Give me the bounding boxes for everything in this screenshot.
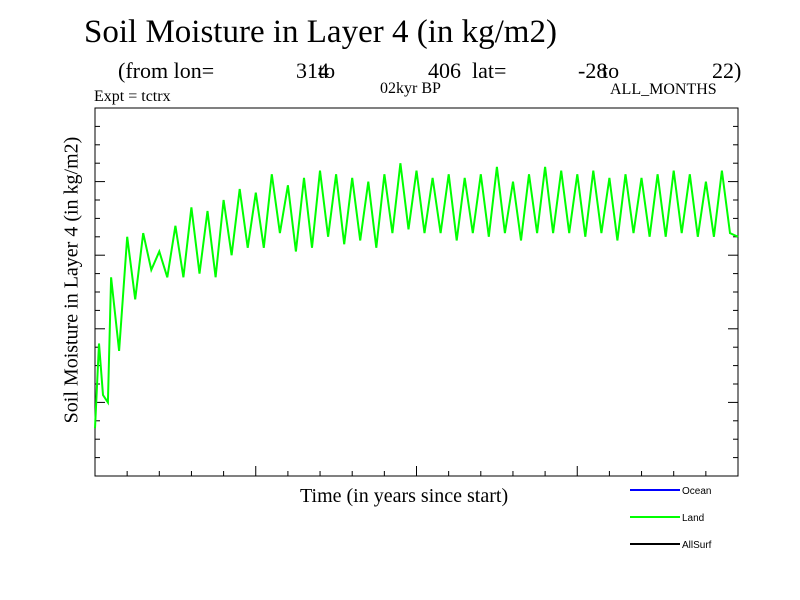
subtitle-from-label: (from lon= [118,58,215,83]
subtitle-lat-start: -28 [578,58,608,83]
legend: Ocean Land AllSurf [630,486,712,551]
period-label: 02kyr BP [380,80,441,97]
land-series-line [94,163,739,429]
x-axis-label: Time (in years since start) [300,485,509,507]
months-label: ALL_MONTHS [610,81,717,98]
legend-label-ocean: Ocean [682,486,711,497]
axis-ticks [95,125,738,476]
legend-label-land: Land [682,513,704,524]
subtitle-lon-start: 314 [296,58,329,83]
subtitle-to-label-2: to [602,58,620,83]
experiment-label: Expt = tctrx [94,88,171,105]
subtitle-to-label-1: to [318,58,336,83]
chart-title: Soil Moisture in Layer 4 (in kg/m2) [84,14,557,50]
subtitle-lat-label: lat= [472,58,507,83]
plot-frame [94,107,739,477]
subtitle-lon-end: 406 [428,58,461,83]
legend-label-allsurf: AllSurf [682,540,712,551]
subtitle-lat-end: 22) [712,58,742,83]
